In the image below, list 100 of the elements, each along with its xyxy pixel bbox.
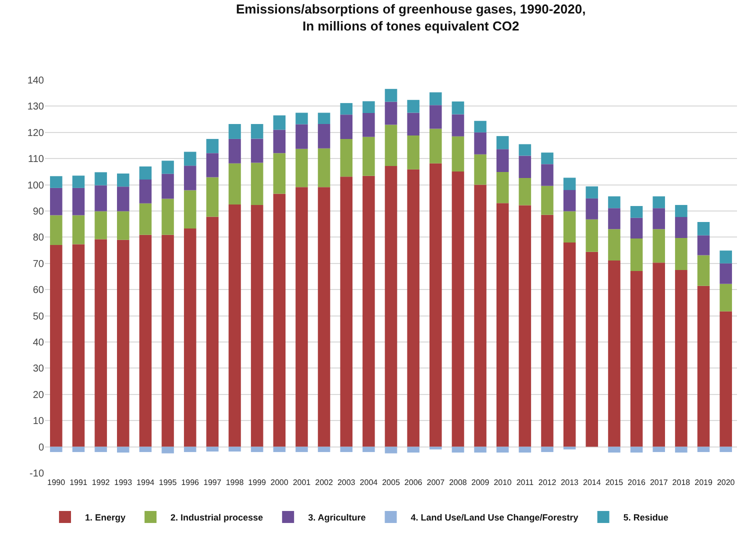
bar [384, 446, 398, 454]
bar [50, 176, 62, 188]
bar [384, 88, 398, 102]
x-tick-label: 2004 [360, 478, 378, 487]
y-tick-label: 40 [32, 338, 44, 348]
bar [250, 162, 264, 205]
bar [340, 176, 352, 447]
x-tick-label: 2014 [583, 478, 602, 487]
bar [496, 446, 509, 453]
bar [652, 208, 666, 230]
bar [139, 234, 152, 447]
bar [541, 446, 554, 452]
bar [318, 112, 330, 124]
legend-label: 1. Energy [85, 512, 126, 522]
bar [630, 218, 643, 239]
bar [697, 286, 710, 447]
bar [720, 263, 732, 284]
bar [228, 138, 241, 164]
bar [697, 235, 710, 256]
x-tick-label: 2005 [382, 478, 400, 487]
bar [362, 113, 375, 137]
bar [228, 446, 241, 452]
bar [474, 184, 486, 447]
y-tick-label: 60 [32, 285, 44, 296]
bar [273, 130, 286, 154]
bar [675, 204, 688, 218]
x-tick-label: 2008 [449, 478, 468, 487]
bar [362, 446, 375, 452]
bar [206, 446, 219, 452]
bar [184, 190, 196, 229]
legend-label: 3. Agriculture [308, 512, 366, 522]
bar [296, 124, 308, 149]
bar [697, 446, 710, 452]
bar [675, 238, 688, 270]
x-tick-label: 2002 [315, 478, 334, 487]
bar [384, 102, 398, 125]
bar [452, 446, 464, 453]
bar [430, 163, 442, 447]
bar [116, 186, 130, 212]
y-tick-label: 70 [32, 258, 44, 270]
bar [407, 100, 420, 113]
bar [474, 154, 486, 185]
bar [318, 446, 330, 452]
bar [296, 187, 308, 447]
bar [407, 169, 420, 447]
y-tick-label: 110 [28, 154, 44, 166]
y-tick-label: 50 [32, 311, 44, 322]
bar [474, 132, 486, 154]
x-tick-label: 1994 [136, 478, 155, 487]
bar [675, 270, 688, 447]
bar [206, 153, 219, 178]
bar [228, 204, 241, 447]
bar [318, 148, 330, 188]
bar [139, 446, 152, 452]
bar [116, 240, 130, 447]
bar [362, 136, 375, 176]
bar [72, 188, 85, 216]
x-tick-label: 2012 [538, 478, 557, 487]
x-tick-label: 2018 [672, 478, 691, 487]
bar [563, 211, 576, 242]
bar [162, 198, 174, 235]
bar [407, 446, 420, 453]
bar [452, 136, 464, 172]
bar [496, 203, 509, 447]
bar [250, 204, 264, 447]
bar [94, 211, 107, 240]
bar [250, 446, 264, 452]
bar [630, 446, 643, 453]
legend-label: 4. Land Use/Land Use Change/Forestry [410, 512, 578, 522]
bar [630, 206, 643, 218]
bar [184, 228, 196, 447]
x-tick-label: 1990 [47, 478, 66, 487]
y-tick-label: 20 [32, 390, 44, 401]
bar [340, 114, 352, 139]
bar [697, 222, 710, 236]
x-tick-label: 2001 [292, 478, 312, 487]
x-tick-label: 2013 [560, 478, 580, 487]
bar [474, 446, 486, 453]
bar [72, 244, 85, 447]
bar [496, 136, 509, 150]
bar [407, 112, 420, 136]
bar [50, 215, 62, 246]
bar [608, 229, 620, 261]
bar [541, 214, 554, 447]
y-tick-label: -10 [30, 468, 44, 480]
bar [720, 311, 732, 447]
bar [250, 138, 264, 163]
bar [273, 194, 286, 447]
bar [228, 124, 241, 139]
bar [518, 446, 532, 453]
bar [407, 136, 420, 170]
x-tick-label: 2011 [516, 478, 534, 487]
bar [362, 176, 375, 447]
bar [430, 105, 442, 129]
x-tick-label: 2015 [605, 478, 624, 487]
bar [162, 160, 174, 174]
x-tick-label: 1999 [248, 478, 267, 487]
x-tick-label: 1996 [181, 478, 200, 487]
bar [116, 211, 130, 240]
x-tick-label: 2016 [628, 478, 646, 487]
